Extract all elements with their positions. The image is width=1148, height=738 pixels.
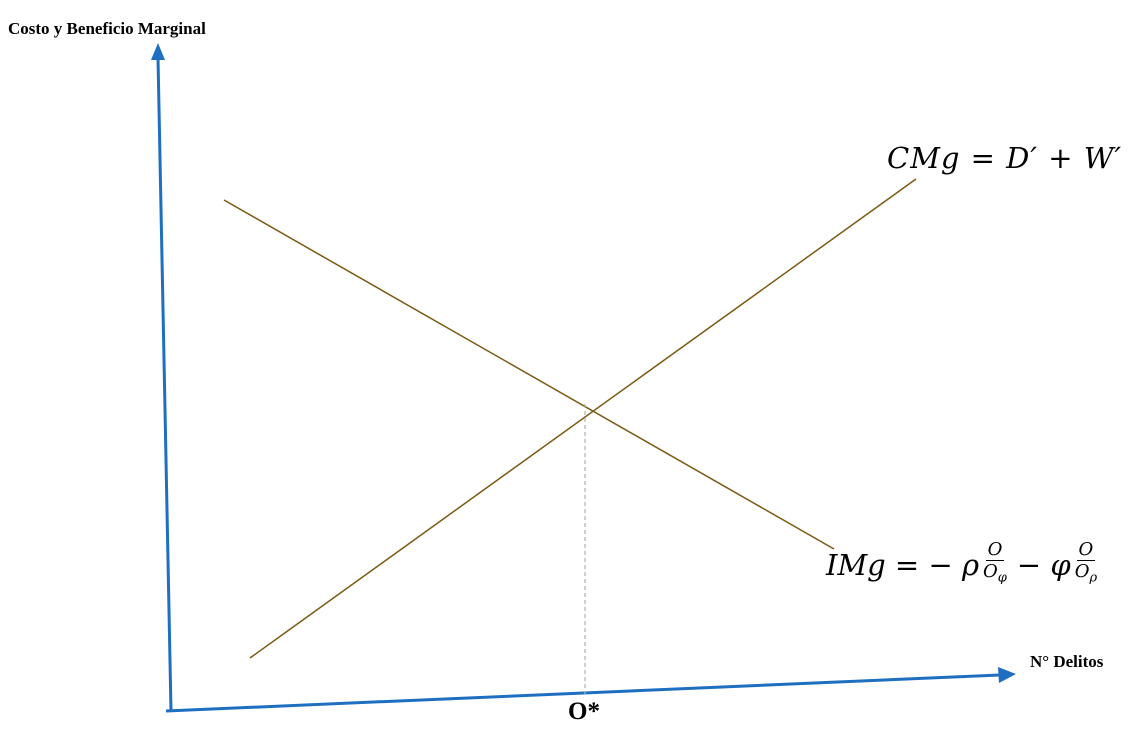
cmg-curve-label: CMg = D′ + W′ [887,141,1123,175]
img-fraction-2-denominator: Oρ [1074,561,1098,586]
equilibrium-label: O* [568,698,600,725]
x-axis [165,673,1001,713]
cmg-curve [249,178,917,659]
img-fraction-1-numerator: O [985,539,1005,561]
img-lhs: IMg = − ρ [826,547,980,582]
img-mid-term: − φ [1016,547,1071,582]
img-curve [223,199,835,550]
y-axis [156,57,173,712]
x-axis-arrow [998,667,1016,683]
img-fraction-1-denominator: Oφ [983,561,1007,586]
y-axis-arrow [151,43,165,60]
img-fraction-2: O Oρ [1075,540,1097,590]
y-axis-label: Costo y Beneficio Marginal [8,19,206,38]
img-fraction-2-numerator: O [1076,539,1096,561]
img-fraction-1: O Oφ [983,540,1007,590]
img-curve-label: IMg = − ρ O Oφ − φ O Oρ [826,540,1101,590]
x-axis-label: N° Delitos [1030,652,1104,671]
